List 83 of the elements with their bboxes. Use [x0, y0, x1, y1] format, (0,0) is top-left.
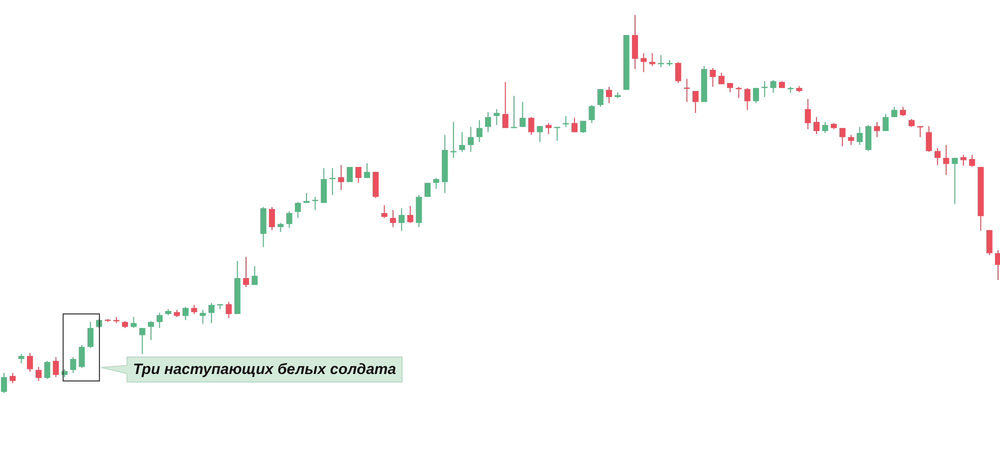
candlestick [684, 78, 690, 102]
candlestick [848, 134, 854, 146]
candlestick [770, 80, 776, 94]
candlestick [502, 81, 508, 129]
candlestick [494, 108, 500, 126]
candlestick [433, 177, 440, 190]
candlestick [813, 116, 820, 135]
candlestick [1, 372, 7, 394]
candlestick [156, 312, 163, 328]
candlestick [243, 256, 250, 288]
candlestick [476, 120, 482, 143]
candlestick [200, 309, 206, 324]
candlestick [856, 126, 863, 146]
candlestick [995, 250, 1000, 280]
candlestick [926, 126, 932, 152]
candlestick [398, 208, 405, 232]
candlestick [804, 98, 811, 130]
candlestick [424, 182, 431, 198]
candlestick [338, 164, 344, 191]
candlestick [865, 124, 872, 152]
candlestick [571, 117, 578, 133]
candlestick [588, 104, 595, 124]
candlestick [536, 126, 543, 143]
candlestick [468, 126, 474, 152]
candlestick [692, 90, 698, 114]
candlestick [580, 120, 586, 134]
candlestick [130, 316, 137, 328]
candlestick [485, 112, 492, 133]
candlestick [10, 372, 16, 384]
candlestick [364, 162, 370, 178]
candlestick [139, 327, 146, 355]
candlestick [294, 202, 301, 218]
candlestick [675, 61, 682, 84]
candlestick [710, 67, 716, 88]
candlestick [900, 106, 906, 116]
candlestick [268, 206, 275, 231]
candlestick [87, 321, 94, 349]
candlestick [18, 354, 24, 364]
candlestick [752, 87, 759, 104]
candlestick [52, 356, 59, 378]
candlestick [286, 210, 292, 228]
candlestick [182, 306, 189, 321]
candlestick [528, 116, 534, 136]
candlestick [252, 265, 258, 286]
candlestick [70, 356, 76, 374]
candlestick [36, 366, 42, 382]
candlestick [917, 126, 924, 138]
candlestick [546, 122, 552, 135]
candlestick [278, 222, 284, 232]
candlestick [640, 52, 647, 73]
candlestick [934, 148, 940, 166]
candlestick [986, 230, 992, 256]
candlestick [381, 204, 388, 218]
candlestick [226, 301, 232, 319]
candlestick [390, 210, 396, 228]
candlestick [727, 82, 734, 93]
candlestick [960, 154, 966, 166]
candlestick [562, 115, 569, 128]
candlestick [148, 320, 154, 341]
candlestick [952, 157, 958, 204]
candlestick [882, 114, 889, 132]
candlestick [459, 132, 466, 152]
candlestick [320, 168, 327, 204]
candlestick [450, 121, 456, 158]
candlestick [355, 166, 362, 184]
candlestick [44, 360, 50, 380]
candlestick [943, 144, 950, 176]
candlestick [606, 86, 612, 104]
candlestick [26, 352, 33, 372]
candlestick [969, 154, 976, 168]
candlestick [78, 344, 85, 369]
candlestick [744, 87, 750, 110]
candlestick [632, 14, 638, 70]
candlestick [597, 88, 604, 108]
candlestick [874, 121, 880, 138]
candlestick [520, 101, 526, 128]
candlestick [191, 304, 198, 314]
candlestick [304, 192, 310, 204]
candlestick [407, 205, 414, 224]
annotation: Три наступающих белых солдата [133, 361, 396, 378]
candlestick [208, 302, 214, 324]
candlestick [822, 121, 828, 134]
candlestick [839, 128, 846, 147]
